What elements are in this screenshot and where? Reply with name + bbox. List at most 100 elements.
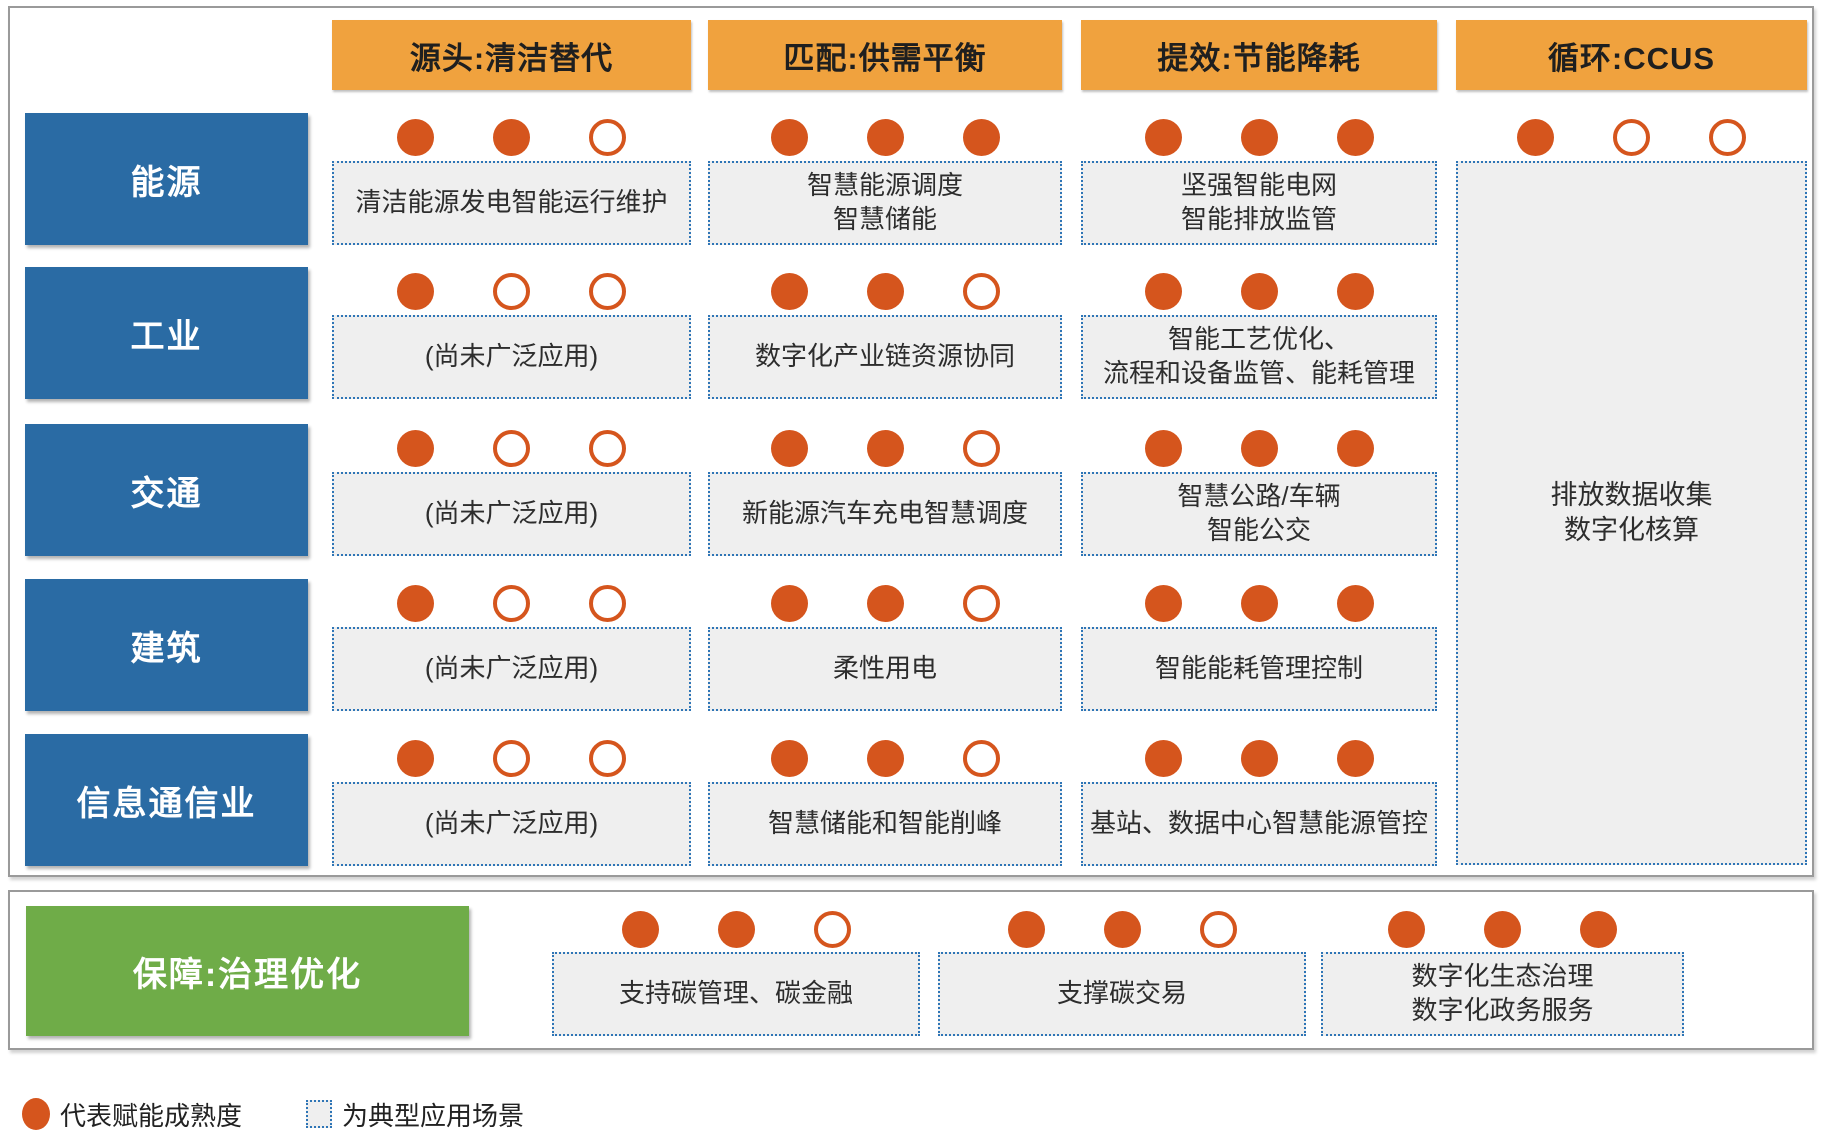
scenario-box: 坚强智能电网 智能排放监管: [1081, 161, 1437, 245]
maturity-dots: [1321, 906, 1684, 952]
maturity-dot-empty: [493, 584, 530, 622]
maturity-dot-empty: [1199, 910, 1237, 948]
sector-label-text: 能源: [130, 163, 203, 202]
matrix-cell: (尚未广泛应用): [332, 579, 691, 711]
scenario-box: 新能源汽车充电智慧调度: [708, 472, 1062, 556]
maturity-dot-filled: [1240, 118, 1278, 156]
column-header-label: 循环:CCUS: [1547, 40, 1716, 76]
column-header-label: 源头:清洁替代: [409, 40, 614, 76]
scenario-box: 清洁能源发电智能运行维护: [332, 161, 691, 245]
maturity-dot-filled: [397, 118, 434, 156]
maturity-dots: [1081, 579, 1437, 627]
scenario-box: 数字化生态治理 数字化政务服务: [1321, 952, 1684, 1036]
maturity-dots: [332, 113, 691, 161]
maturity-dot-filled: [1240, 584, 1278, 622]
legend-item-scenario: 为典型应用场景: [306, 1096, 524, 1133]
maturity-dot-empty: [962, 429, 1000, 467]
maturity-dots: [552, 906, 920, 952]
maturity-dot-filled: [1484, 910, 1521, 948]
scenario-box: 支持碳管理、碳金融: [552, 952, 920, 1036]
maturity-dots: [1081, 113, 1437, 161]
legend: 代表赋能成熟度 为典型应用场景: [22, 1093, 524, 1135]
maturity-dots: [708, 267, 1062, 315]
maturity-dot-filled: [1144, 118, 1182, 156]
support-cell: 支持碳管理、碳金融: [552, 906, 920, 1036]
maturity-dot-filled: [770, 739, 808, 777]
scenario-box: (尚未广泛应用): [332, 782, 691, 866]
maturity-dot-empty: [1709, 118, 1746, 156]
column-header-label: 匹配:供需平衡: [783, 40, 987, 76]
matrix-cell: 智能工艺优化、 流程和设备监管、能耗管理: [1081, 267, 1437, 399]
maturity-dots: [332, 579, 691, 627]
maturity-dot-filled: [1144, 429, 1182, 467]
matrix-cell: 智慧公路/车辆 智能公交: [1081, 424, 1437, 556]
matrix-cell: 智慧储能和智能削峰: [708, 734, 1062, 866]
maturity-dot-filled: [866, 739, 904, 777]
maturity-dot-filled: [1007, 910, 1045, 948]
maturity-dots: [708, 579, 1062, 627]
maturity-dot-empty: [589, 272, 626, 310]
scenario-box: 智能能耗管理控制: [1081, 627, 1437, 711]
maturity-dot-filled: [1240, 429, 1278, 467]
support-header: 保障:治理优化: [26, 906, 469, 1036]
filled-dot-icon: [22, 1098, 50, 1130]
maturity-dots: [708, 734, 1062, 782]
maturity-dot-empty: [1613, 118, 1650, 156]
maturity-dot-filled: [397, 739, 434, 777]
maturity-dot-filled: [1144, 272, 1182, 310]
maturity-dot-filled: [493, 118, 530, 156]
maturity-dot-filled: [1336, 429, 1374, 467]
scenario-box: 基站、数据中心智慧能源管控: [1081, 782, 1437, 866]
dashed-box-icon: [306, 1100, 333, 1128]
maturity-dot-empty: [962, 584, 1000, 622]
maturity-dot-filled: [1144, 584, 1182, 622]
maturity-dots: [708, 113, 1062, 161]
scenario-box: 柔性用电: [708, 627, 1062, 711]
matrix-cell: 清洁能源发电智能运行维护: [332, 113, 691, 245]
maturity-dot-empty: [493, 429, 530, 467]
maturity-dots: [332, 424, 691, 472]
legend-item-maturity: 代表赋能成熟度: [22, 1096, 242, 1133]
scenario-box: (尚未广泛应用): [332, 627, 691, 711]
maturity-dot-filled: [770, 118, 808, 156]
support-cell: 数字化生态治理 数字化政务服务: [1321, 906, 1684, 1036]
support-cell: 支撑碳交易: [938, 906, 1306, 1036]
column-header-ccus: 循环:CCUS: [1456, 20, 1807, 90]
maturity-dot-filled: [1517, 118, 1554, 156]
maturity-dot-filled: [1388, 910, 1425, 948]
maturity-dot-empty: [493, 739, 530, 777]
matrix-cell: 基站、数据中心智慧能源管控: [1081, 734, 1437, 866]
maturity-dot-empty: [589, 584, 626, 622]
column-header-source: 源头:清洁替代: [332, 20, 691, 90]
scenario-box: (尚未广泛应用): [332, 315, 691, 399]
maturity-dot-filled: [770, 429, 808, 467]
maturity-dot-empty: [962, 739, 1000, 777]
matrix-cell: (尚未广泛应用): [332, 267, 691, 399]
maturity-dots: [708, 424, 1062, 472]
maturity-dot-empty: [589, 118, 626, 156]
sector-label-text: 交通: [130, 474, 203, 513]
legend-scenario-label: 为典型应用场景: [342, 1100, 525, 1131]
matrix-cell: 智能能耗管理控制: [1081, 579, 1437, 711]
maturity-dot-filled: [1144, 739, 1182, 777]
maturity-dot-filled: [1103, 910, 1141, 948]
maturity-dots: [1081, 267, 1437, 315]
scenario-box: 智能工艺优化、 流程和设备监管、能耗管理: [1081, 315, 1437, 399]
sector-label-transport: 交通: [25, 424, 308, 556]
scenario-box: 智慧公路/车辆 智能公交: [1081, 472, 1437, 556]
legend-maturity-label: 代表赋能成熟度: [60, 1100, 243, 1131]
maturity-dots: [1081, 424, 1437, 472]
maturity-dots: [1081, 734, 1437, 782]
sector-label-text: 建筑: [130, 629, 203, 668]
maturity-dot-filled: [866, 429, 904, 467]
scenario-box: (尚未广泛应用): [332, 472, 691, 556]
matrix-cell: 柔性用电: [708, 579, 1062, 711]
column-header-efficiency: 提效:节能降耗: [1081, 20, 1437, 90]
scenario-box: 支撑碳交易: [938, 952, 1306, 1036]
sector-label-industry: 工业: [25, 267, 308, 399]
column-header-label: 提效:节能降耗: [1157, 40, 1361, 76]
maturity-dots: [938, 906, 1306, 952]
maturity-dot-filled: [1240, 272, 1278, 310]
maturity-dots-ccus: [1456, 113, 1807, 161]
